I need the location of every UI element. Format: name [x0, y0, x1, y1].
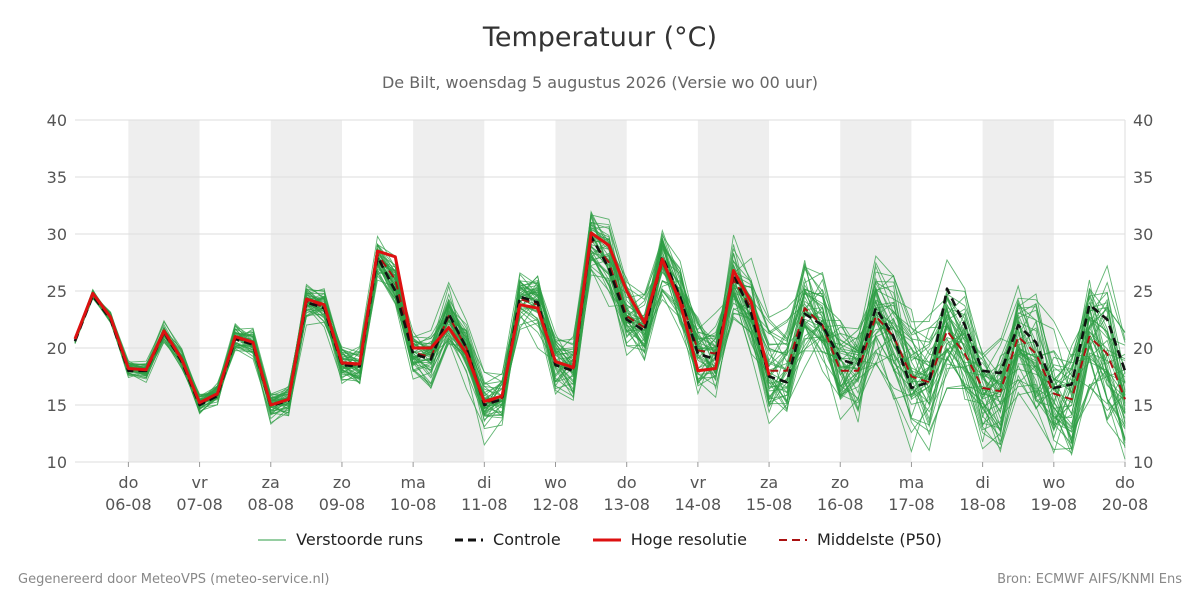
x-tick-date-8: 14-08	[675, 495, 722, 514]
x-tick-day-7: do	[617, 473, 637, 492]
ensemble-run-7	[74, 214, 1126, 439]
x-tick-date-5: 11-08	[461, 495, 508, 514]
y-tick-left-30: 30	[47, 225, 67, 244]
y-tick-right-15: 15	[1133, 396, 1153, 415]
y-tick-right-20: 20	[1133, 339, 1153, 358]
x-tick-day-13: wo	[1042, 473, 1065, 492]
ensemble-run-28	[74, 233, 1126, 430]
x-tick-day-3: zo	[333, 473, 351, 492]
legend-swatch-median	[778, 538, 807, 541]
x-tick-day-6: wo	[544, 473, 567, 492]
x-tick-date-7: 13-08	[603, 495, 650, 514]
legend-label-control: Controle	[493, 530, 561, 549]
legend-label-high-res: Hoge resolutie	[630, 530, 747, 549]
series-hoge-resolutie-0	[73, 231, 771, 407]
ensemble-run-35	[74, 244, 1126, 443]
y-tick-right-40: 40	[1133, 111, 1153, 130]
x-tick-date-11: 17-08	[888, 495, 935, 514]
x-tick-day-12: di	[975, 473, 990, 492]
legend-label-ensemble: Verstoorde runs	[296, 530, 424, 549]
x-tick-day-10: zo	[831, 473, 849, 492]
x-tick-day-14: do	[1115, 473, 1135, 492]
y-tick-left-15: 15	[47, 396, 67, 415]
chart-title: Temperatuur (°C)	[482, 22, 718, 53]
legend-swatch-control	[455, 538, 484, 541]
y-tick-left-25: 25	[47, 282, 67, 301]
x-tick-day-1: vr	[192, 473, 208, 492]
x-tick-date-9: 15-08	[746, 495, 793, 514]
x-tick-date-0: 06-08	[105, 495, 152, 514]
ensemble-run-40	[74, 224, 1126, 426]
y-tick-left-35: 35	[47, 168, 67, 187]
footer-credit: Gegenereerd door MeteoVPS (meteo-service…	[18, 572, 330, 587]
x-tick-date-10: 16-08	[817, 495, 864, 514]
y-tick-right-10: 10	[1133, 453, 1153, 472]
ensemble-run-34	[74, 228, 1126, 430]
x-tick-date-14: 20-08	[1102, 495, 1149, 514]
x-tick-date-6: 12-08	[532, 495, 579, 514]
legend-label-median: Middelste (P50)	[816, 530, 942, 549]
y-tick-right-25: 25	[1133, 282, 1153, 301]
x-tick-date-1: 07-08	[176, 495, 223, 514]
x-tick-day-0: do	[118, 473, 138, 492]
legend-item-median: Middelste (P50)	[778, 530, 942, 549]
x-tick-date-2: 08-08	[248, 495, 295, 514]
x-tick-day-11: ma	[899, 473, 924, 492]
y-tick-left-20: 20	[47, 339, 67, 358]
x-tick-date-4: 10-08	[390, 495, 437, 514]
x-tick-date-3: 09-08	[319, 495, 366, 514]
x-tick-day-8: vr	[690, 473, 706, 492]
legend-item-ensemble: Verstoorde runs	[258, 530, 423, 549]
x-tick-day-5: di	[477, 473, 492, 492]
legend-swatch-ensemble	[258, 539, 287, 540]
legend-item-control: Controle	[455, 530, 561, 549]
y-tick-right-35: 35	[1133, 168, 1153, 187]
y-tick-right-30: 30	[1133, 225, 1153, 244]
legend-item-high-res: Hoge resolutie	[592, 530, 747, 549]
y-tick-left-40: 40	[47, 111, 67, 130]
chart-subtitle: De Bilt, woensdag 5 augustus 2026 (Versi…	[381, 73, 819, 92]
ensemble-run-44	[74, 228, 1126, 420]
x-tick-day-9: za	[760, 473, 778, 492]
legend-swatch-high-res	[592, 538, 621, 541]
x-tick-day-2: za	[262, 473, 280, 492]
ensemble-run-36	[74, 228, 1126, 454]
footer-source: Bron: ECMWF AIFS/KNMI Ens	[997, 572, 1182, 587]
ensemble-run-41	[74, 252, 1126, 432]
ensemble-run-30	[74, 212, 1126, 452]
series-controle-0	[73, 235, 1127, 408]
y-tick-left-10: 10	[47, 453, 67, 472]
x-tick-day-4: ma	[400, 473, 425, 492]
x-tick-date-13: 19-08	[1031, 495, 1078, 514]
x-tick-date-12: 18-08	[959, 495, 1006, 514]
ensemble-run-48	[74, 223, 1126, 429]
chart-legend: Verstoorde runs Controle Hoge resolutie …	[0, 530, 1200, 549]
